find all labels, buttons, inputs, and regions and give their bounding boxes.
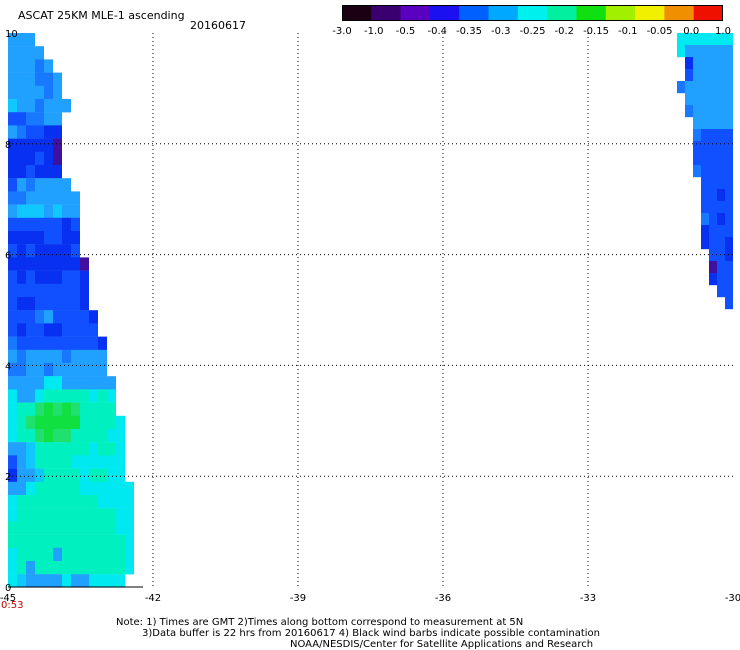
swath-layer [8,33,733,588]
longitude-tick-label: -45 [0,593,16,604]
note-line-2: 3)Data buffer is 22 hrs from 20160617 4)… [142,628,600,639]
color-scale-swatch [429,5,460,21]
color-scale-swatch [517,5,548,21]
color-scale-label: -0.5 [396,26,416,36]
color-scale-swatch [605,5,636,21]
color-scale-swatch [576,5,607,21]
color-scale-label: -1.0 [364,26,384,36]
color-scale-swatch [488,5,519,21]
latitude-tick-label: 2 [5,472,11,483]
color-scale-label: -0.25 [520,26,546,36]
longitude-tick-label: -42 [145,593,161,604]
color-scale-swatch [547,5,577,21]
color-scale-swatch [664,5,695,21]
latitude-tick-label: 8 [5,140,11,151]
color-scale-label: -0.05 [647,26,673,36]
color-scale-bar [342,5,723,21]
color-scale-swatch [693,5,723,21]
color-scale-label: -3.0 [332,26,352,36]
latitude-tick-label: 4 [5,361,11,372]
longitude-tick-label: -33 [580,593,596,604]
footnotes: Note: 1) Times are GMT 2)Times along bot… [0,615,740,650]
graticule [8,33,733,588]
color-scale-swatch [342,5,372,21]
color-scale-labels: -3.0 -1.0 -0.5 -0.4 -0.35 -0.3 -0.25 -0.2 -0.15-… [332,26,731,36]
color-scale-swatch [459,5,490,21]
color-scale-swatch [400,5,431,21]
longitude-tick-label: -30 [725,593,740,604]
color-scale-label: -0.3 [491,26,511,36]
time-label: 0:53 [1,600,24,611]
color-scale-swatch [635,5,665,21]
longitude-tick-label: -36 [435,593,451,604]
note-line-3: NOAA/NESDIS/Center for Satellite Applica… [290,639,594,650]
color-scale-label: -0.2 [554,26,574,36]
latitude-tick-label: 10 [5,29,18,40]
color-scale-label: -0.15 [583,26,609,36]
color-scale-label: -0.4 [427,26,447,36]
color-scale-label: -0.35 [456,26,482,36]
map-title: ASCAT 25KM MLE-1 ascending [18,9,185,22]
map-date: 20160617 [190,19,246,32]
latitude-tick-label: 6 [5,251,11,262]
color-scale-label: 0.0 [683,26,699,36]
color-scale-label: 1.0 [715,26,731,36]
color-scale-swatch [371,5,402,21]
axis-tick-labels: -45 -42 -39 -36 -33 -30 10 8 6 4 2 0 [0,29,740,604]
note-line-1: Note: 1) Times are GMT 2)Times along bot… [116,617,524,628]
latitude-tick-label: 0 [5,583,11,594]
color-scale-label: -0.1 [618,26,638,36]
longitude-tick-label: -39 [290,593,306,604]
